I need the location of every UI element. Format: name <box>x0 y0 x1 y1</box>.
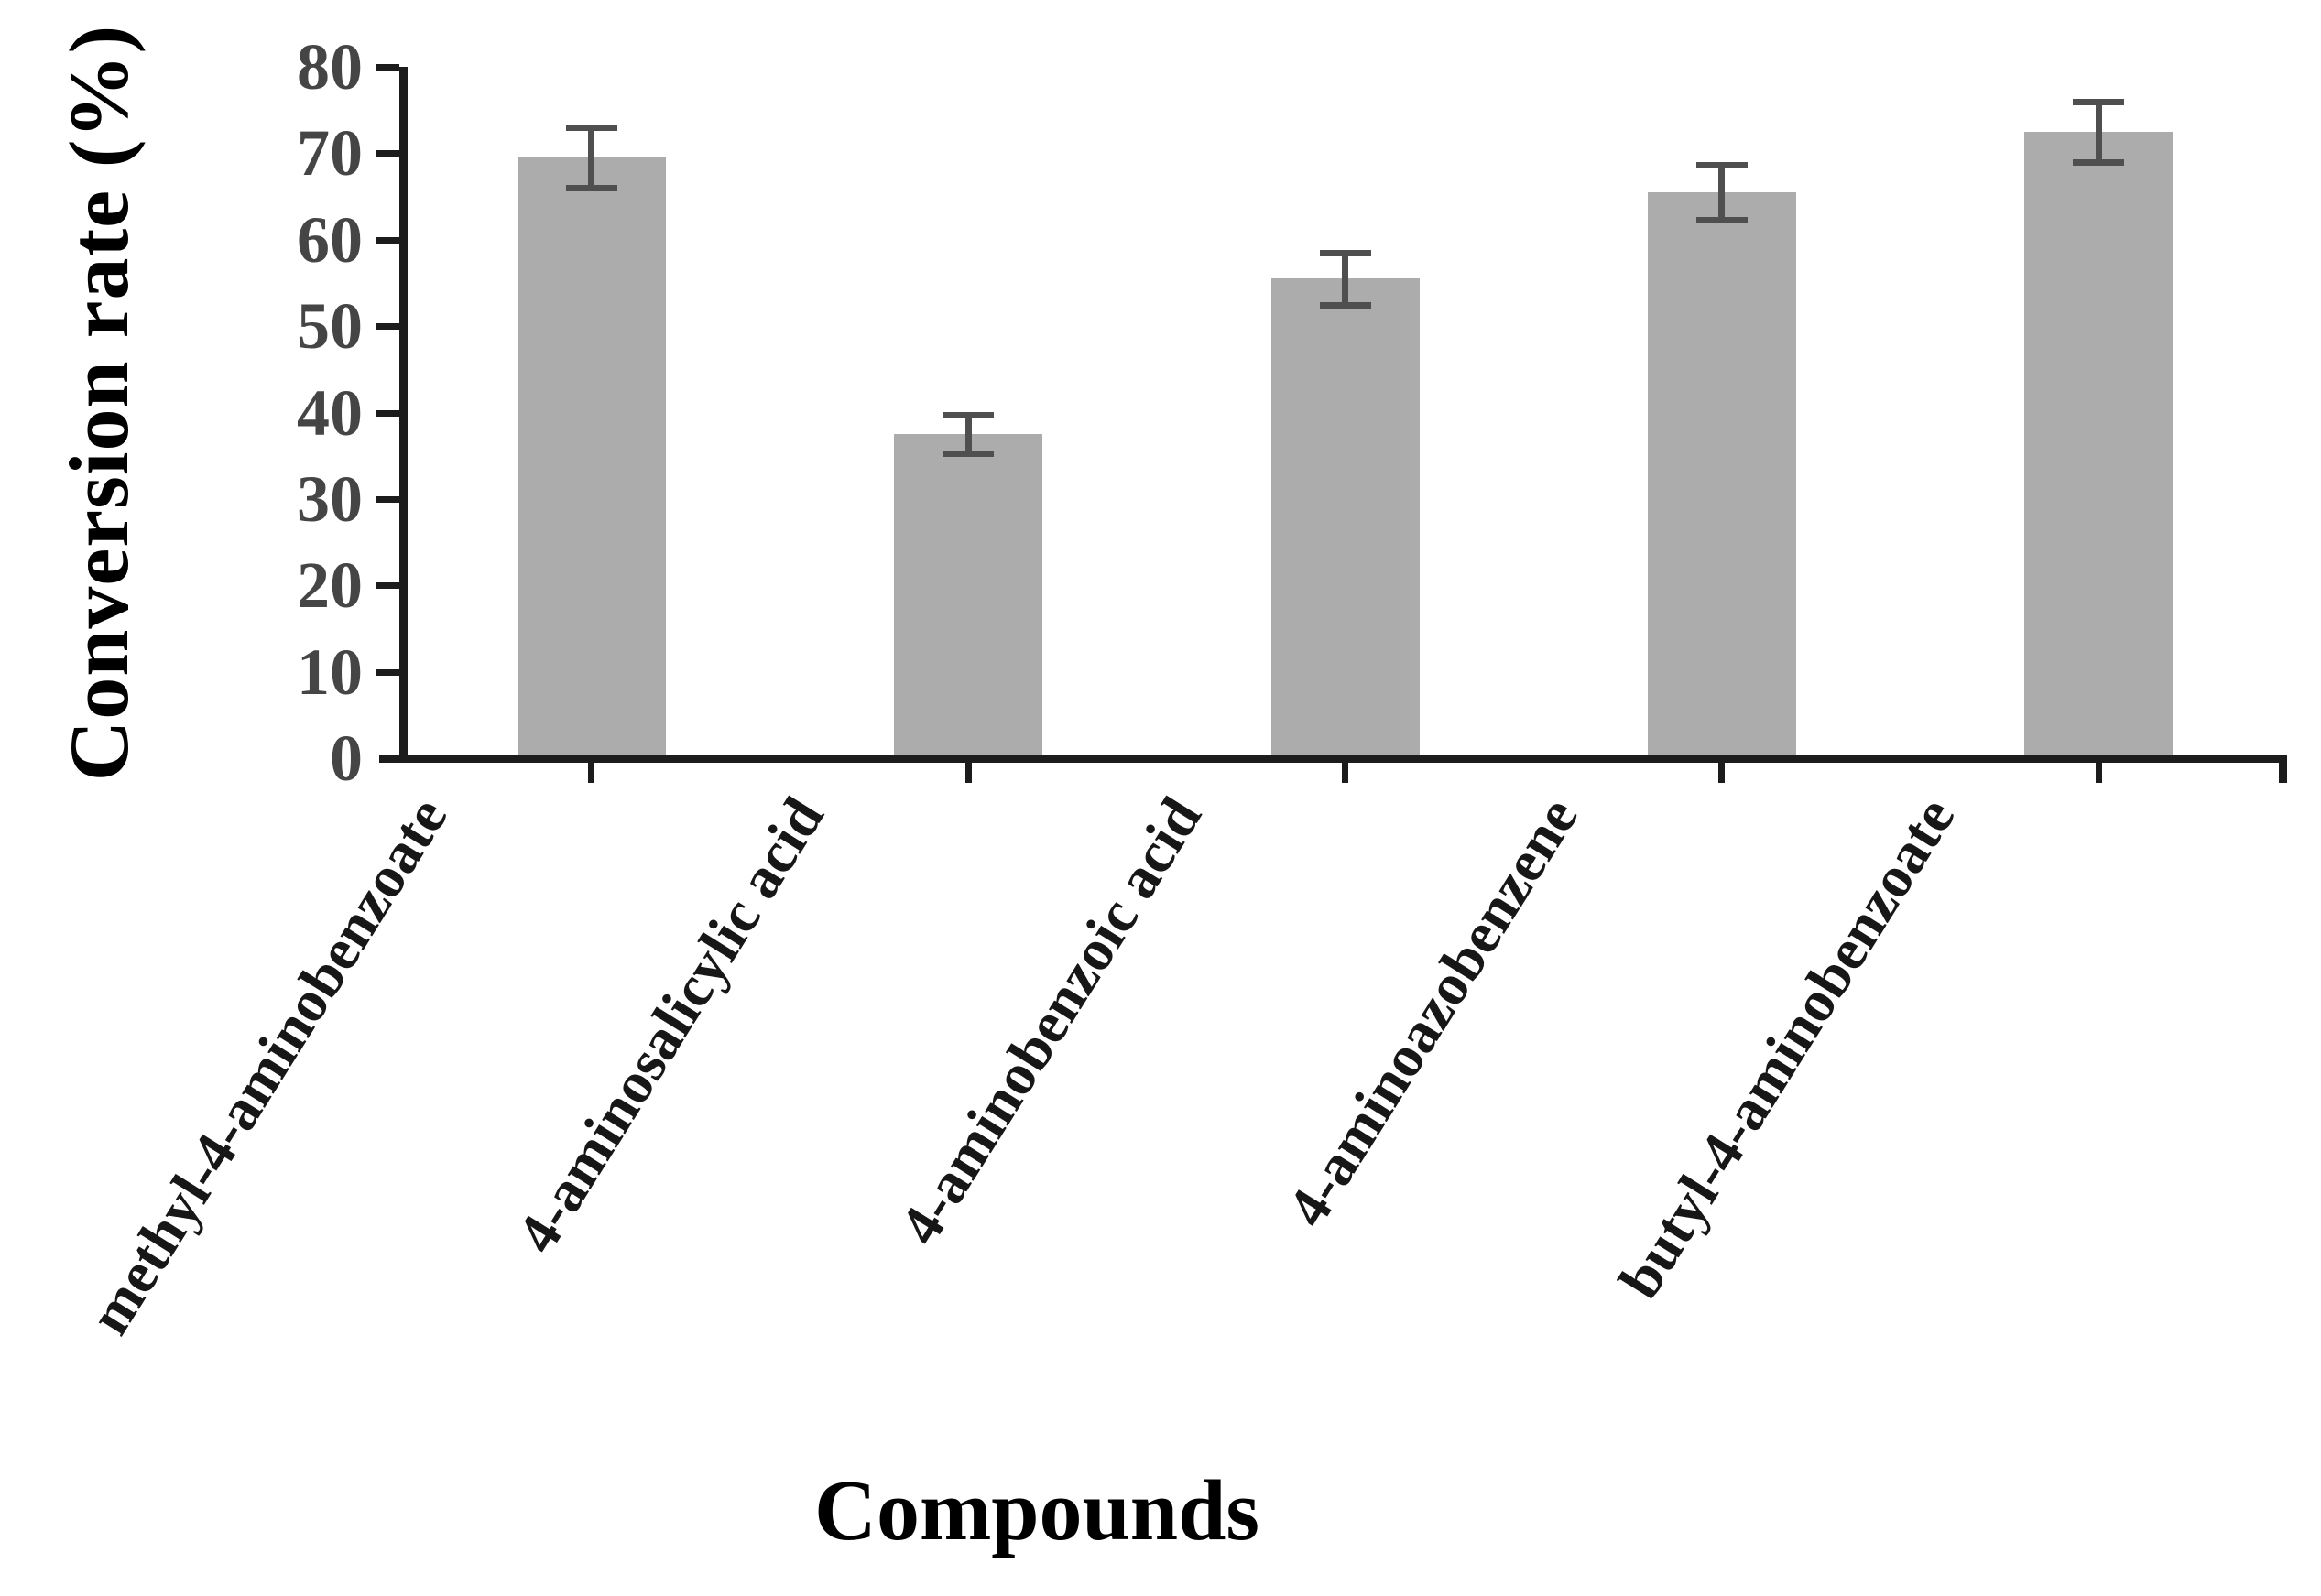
error-bar-line <box>964 415 972 453</box>
error-bar-cap-top <box>1319 249 1371 256</box>
error-bar-cap-top <box>943 412 995 419</box>
y-axis-tick <box>375 236 399 244</box>
y-tick-label: 20 <box>297 548 363 623</box>
error-bar-line <box>1718 164 1726 221</box>
x-axis-tick <box>588 763 595 783</box>
y-axis-tick <box>375 495 399 503</box>
y-tick-label: 40 <box>297 375 363 450</box>
y-tick-label: 30 <box>297 461 363 536</box>
bar <box>1647 191 1796 755</box>
error-bar-cap-bottom <box>565 185 617 192</box>
y-axis-tick <box>375 323 399 331</box>
y-axis-tick <box>375 668 399 676</box>
error-bar-cap-bottom <box>1695 217 1748 224</box>
error-bar-cap-top <box>2073 98 2125 105</box>
error-bar-cap-bottom <box>943 450 995 457</box>
error-bar-line <box>588 127 595 189</box>
y-tick-label: 70 <box>297 116 363 190</box>
y-axis-tick <box>375 409 399 417</box>
bar <box>517 157 666 755</box>
bar <box>1270 278 1420 755</box>
error-bar-cap-bottom <box>2073 158 2125 166</box>
y-axis-tick <box>375 582 399 590</box>
category-label: methyl-4-aminobenzoate <box>76 786 460 1345</box>
category-label: 4-aminobenzoic acid <box>886 786 1214 1256</box>
y-axis-tick <box>375 64 399 71</box>
x-axis-tick <box>1718 763 1726 783</box>
x-axis-end-tick <box>2279 763 2287 783</box>
x-axis-tick <box>1342 763 1348 783</box>
x-axis-tick <box>964 763 972 783</box>
error-bar-line <box>2095 101 2102 162</box>
category-label: 4-aminoazobenzene <box>1274 786 1590 1238</box>
x-axis-title: Compounds <box>814 1463 1259 1558</box>
y-tick-label: 80 <box>297 30 363 103</box>
error-bar-cap-top <box>1695 161 1748 168</box>
bar <box>894 434 1043 755</box>
bar <box>2024 131 2174 755</box>
y-tick-label: 50 <box>297 289 363 364</box>
x-axis-line <box>379 755 2287 763</box>
y-tick-label: 0 <box>330 722 363 795</box>
error-bar-line <box>1342 252 1348 305</box>
category-label: butyl-4-aminobenzoate <box>1606 786 1967 1309</box>
y-axis-tick <box>375 150 399 157</box>
y-axis-line <box>398 67 408 763</box>
x-axis-tick <box>2095 763 2102 783</box>
category-label: 4-aminosalicylic acid <box>504 786 837 1265</box>
error-bar-cap-top <box>565 125 617 132</box>
error-bar-cap-bottom <box>1319 301 1371 309</box>
y-tick-label: 60 <box>297 202 363 277</box>
y-tick-label: 10 <box>297 635 363 709</box>
